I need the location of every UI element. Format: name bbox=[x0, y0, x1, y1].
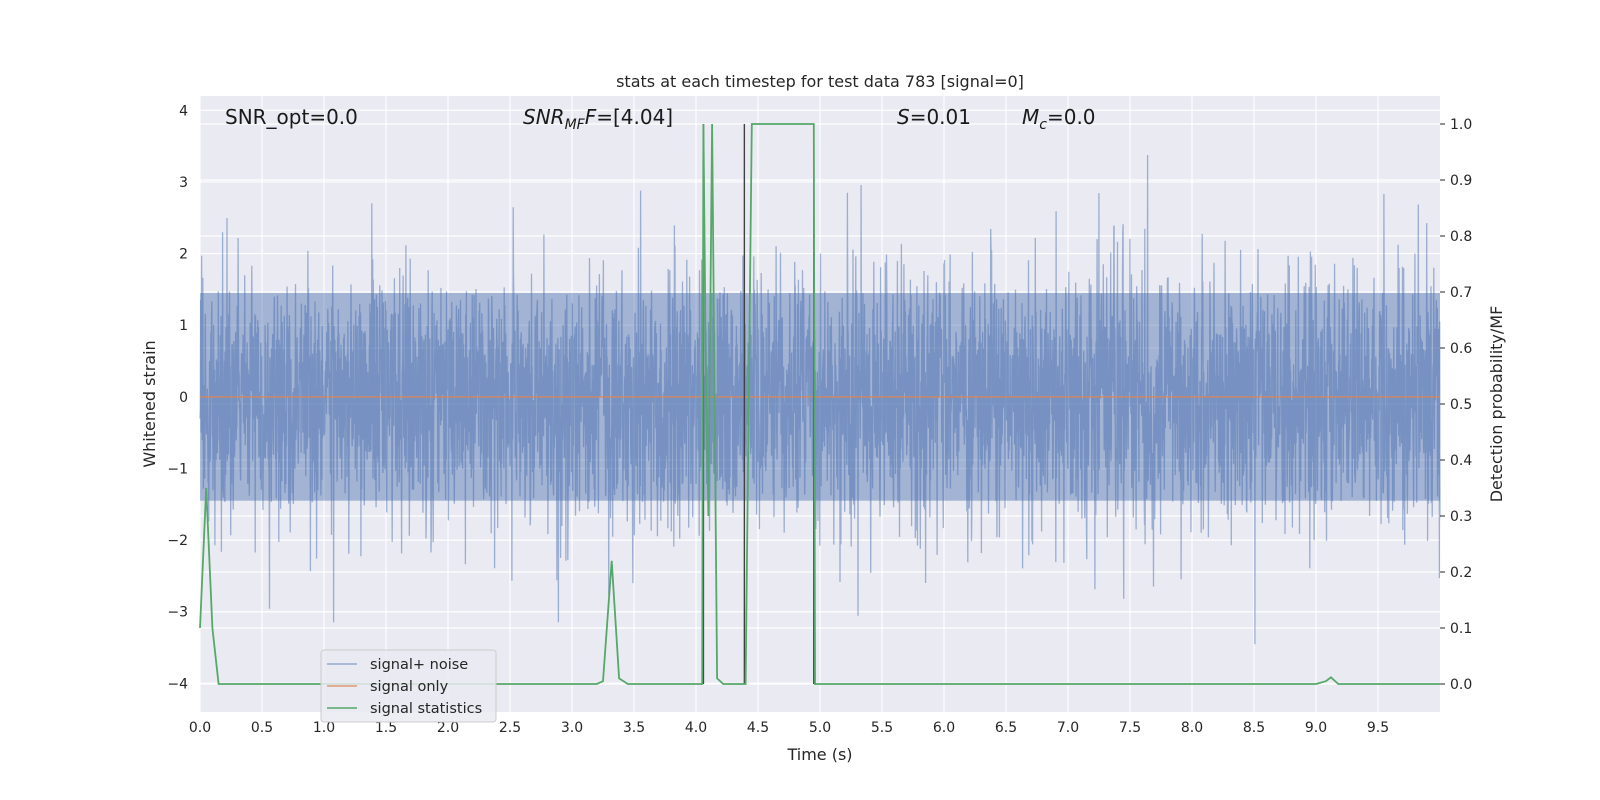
series-signal-statistics bbox=[199, 123, 1440, 685]
y2-tick-label: 0.9 bbox=[1450, 173, 1472, 189]
noise-line bbox=[199, 154, 1441, 645]
y2-tick-label: 0.1 bbox=[1450, 621, 1472, 637]
legend-label-signal: signal only bbox=[370, 679, 449, 695]
y-tick-label: 3 bbox=[179, 175, 188, 191]
legend-label-noise: signal+ noise bbox=[370, 657, 468, 673]
x-tick-label: 6.0 bbox=[933, 720, 955, 736]
annotation-snr-opt: SNR_opt=0.0 bbox=[225, 105, 358, 129]
x-tick-label: 4.0 bbox=[685, 720, 707, 736]
y2-tick-label: 0.4 bbox=[1450, 453, 1472, 469]
y2-tick-label: 0.6 bbox=[1450, 341, 1472, 357]
y2-tick-label: 0.8 bbox=[1450, 229, 1472, 245]
y-tick-label: 2 bbox=[179, 247, 188, 263]
y-tick-label: 1 bbox=[179, 318, 188, 334]
x-tick-label: 7.5 bbox=[1119, 720, 1141, 736]
x-tick-label: 4.5 bbox=[747, 720, 769, 736]
chart-title: stats at each timestep for test data 783… bbox=[616, 72, 1024, 91]
x-axis-label: Time (s) bbox=[786, 745, 852, 764]
x-tick-label: 9.0 bbox=[1305, 720, 1327, 736]
y-tick-label: −3 bbox=[167, 605, 188, 621]
x-tick-label: 5.0 bbox=[809, 720, 831, 736]
annotation-s: S=0.01 bbox=[897, 105, 971, 129]
y-tick-label: −1 bbox=[167, 461, 188, 477]
y2-tick-label: 0.0 bbox=[1450, 677, 1472, 693]
x-tick-label: 0.5 bbox=[251, 720, 273, 736]
x-tick-label: 2.5 bbox=[499, 720, 521, 736]
y-tick-labels: 4 3 2 1 0 −1 −2 −3 −4 bbox=[167, 103, 188, 692]
y-tick-label: −2 bbox=[167, 533, 188, 549]
annotation-snr-mf: SNRMFF=[4.04] bbox=[523, 105, 673, 133]
x-tick-label: 1.5 bbox=[375, 720, 397, 736]
y2-axis-label: Detection probability/MF bbox=[1487, 306, 1506, 503]
y2-tick-label: 0.5 bbox=[1450, 397, 1472, 413]
y2-tick-label: 0.7 bbox=[1450, 285, 1472, 301]
x-tick-label: 6.5 bbox=[995, 720, 1017, 736]
x-tick-label: 0.0 bbox=[189, 720, 211, 736]
y-axis-label: Whitened strain bbox=[140, 340, 159, 467]
y2-tick-label: 1.0 bbox=[1450, 117, 1472, 133]
y2-tick-label: 0.3 bbox=[1450, 509, 1472, 525]
x-tick-label: 8.5 bbox=[1243, 720, 1265, 736]
x-tick-label: 3.0 bbox=[561, 720, 583, 736]
x-tick-label: 1.0 bbox=[313, 720, 335, 736]
legend-box bbox=[320, 649, 497, 723]
legend-label-stats: signal statistics bbox=[370, 701, 482, 717]
y-tick-label: −4 bbox=[167, 676, 188, 692]
y-tick-label: 4 bbox=[179, 103, 188, 119]
legend: signal+ noise signal only signal statist… bbox=[320, 649, 497, 723]
y2-tick-labels: 1.0 0.9 0.8 0.7 0.6 0.5 0.4 0.3 0.2 0.1 0.0 bbox=[1440, 117, 1472, 693]
x-tick-label: 5.5 bbox=[871, 720, 893, 736]
x-tick-label: 9.5 bbox=[1367, 720, 1389, 736]
annotation-mc: Mc=0.0 bbox=[1022, 105, 1096, 133]
x-tick-label: 7.0 bbox=[1057, 720, 1079, 736]
y-tick-label: 0 bbox=[179, 390, 188, 406]
y2-tick-label: 0.2 bbox=[1450, 565, 1472, 581]
signal-statistics-line bbox=[199, 123, 1440, 685]
x-tick-label: 3.5 bbox=[623, 720, 645, 736]
x-tick-label: 2.0 bbox=[437, 720, 459, 736]
x-tick-label: 8.0 bbox=[1181, 720, 1203, 736]
x-tick-labels: 0.0 0.5 1.0 1.5 2.0 2.5 3.0 3.5 4.0 4.5 5.0 5.5 6.0 6… bbox=[189, 720, 1389, 736]
